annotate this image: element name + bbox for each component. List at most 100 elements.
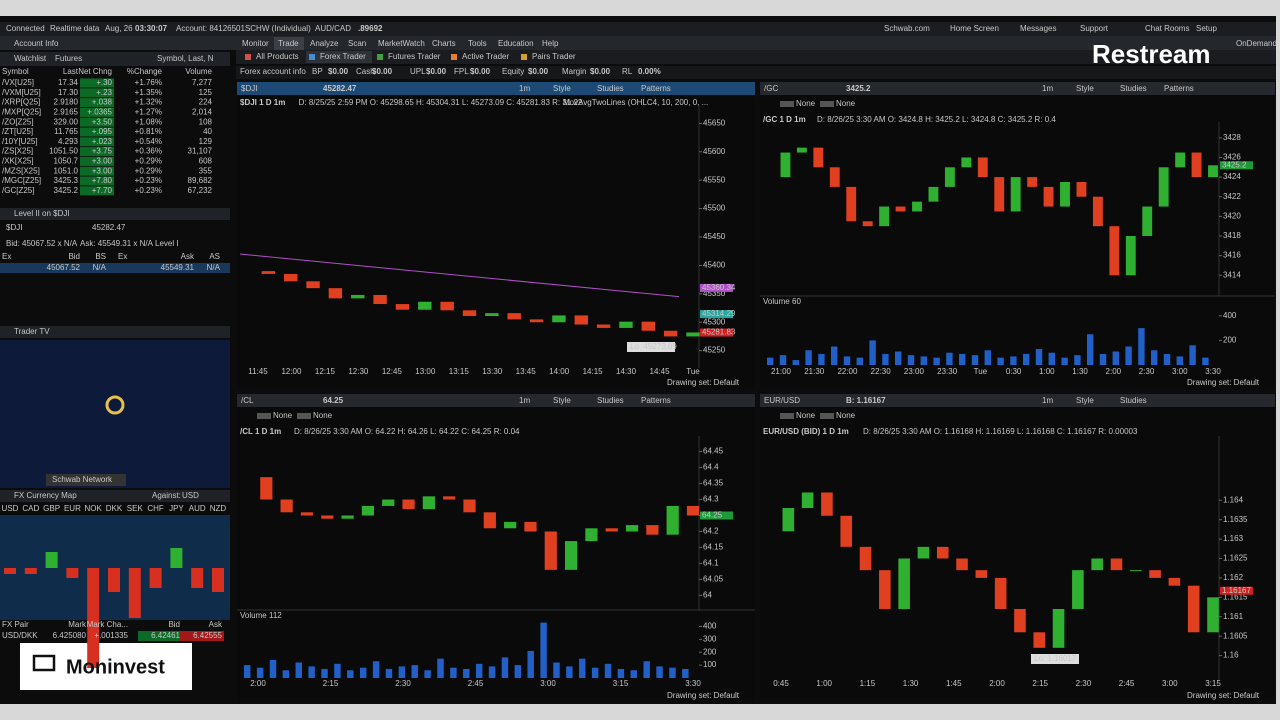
- x-tick-label: 2:15: [1032, 679, 1048, 688]
- x-tick-label: 2:00: [989, 679, 1005, 688]
- price-tag-label: 45314.29: [702, 309, 736, 318]
- volume-bar: [1074, 355, 1081, 365]
- panel-tool[interactable]: Style: [553, 84, 571, 93]
- watchlist-cell: 40: [203, 127, 212, 136]
- column-header: %Change: [127, 67, 163, 76]
- watchlist-cell: +1.32%: [135, 98, 162, 107]
- candle: [977, 157, 988, 178]
- y-tick-label: 1.1625: [1223, 554, 1248, 563]
- watchlist-search[interactable]: Symbol, Last, N: [157, 54, 214, 63]
- column-header: Mark Cha...: [87, 620, 128, 629]
- top-link[interactable]: Chat Rooms: [1145, 24, 1189, 33]
- watchlist-group[interactable]: Futures: [55, 54, 82, 63]
- sub-tab[interactable]: Forex Trader: [320, 52, 366, 61]
- sub-tab[interactable]: All Products: [256, 52, 299, 61]
- candle: [1076, 182, 1087, 197]
- volume-value: 60: [792, 297, 801, 306]
- panel-tool[interactable]: Patterns: [641, 396, 671, 405]
- x-tick-label: 22:00: [837, 367, 858, 376]
- fx-cell: [138, 631, 182, 641]
- x-tick-label: Tue: [686, 367, 700, 376]
- panel-symbol[interactable]: /GC: [764, 84, 778, 93]
- nav-tab[interactable]: Analyze: [310, 39, 339, 48]
- top-link[interactable]: Schwab.com: [884, 24, 930, 33]
- chart-title: /GC 1 D 1m: [763, 115, 806, 124]
- candle: [524, 521, 537, 532]
- sub-tab[interactable]: Active Trader: [462, 52, 509, 61]
- top-link[interactable]: Messages: [1020, 24, 1056, 33]
- volume-bar: [630, 670, 638, 678]
- panel-tool[interactable]: Style: [1076, 396, 1094, 405]
- volume-bar: [656, 666, 663, 678]
- nav-tab[interactable]: Trade: [278, 39, 299, 48]
- field-value: $0.00: [590, 67, 611, 76]
- fx-currency: USD: [2, 504, 19, 513]
- y-tick-label: 1.1635: [1223, 515, 1248, 524]
- panel-symbol[interactable]: $DJI: [241, 84, 257, 93]
- volume-bar: [907, 355, 915, 365]
- nav-tab[interactable]: Monitor: [242, 39, 269, 48]
- volume-bar: [1061, 357, 1068, 365]
- panel-symbol[interactable]: /CL: [241, 396, 254, 405]
- y-tick-label: 1.16: [1223, 651, 1239, 660]
- candle: [1060, 182, 1070, 207]
- x-tick-label: 1:30: [1072, 367, 1088, 376]
- x-tick-label: 21:30: [804, 367, 825, 376]
- panel-tool[interactable]: 1m: [1042, 84, 1053, 93]
- top-link[interactable]: Setup: [1196, 24, 1217, 33]
- panel-tool[interactable]: Patterns: [1164, 84, 1194, 93]
- price-tag-label: 45360.34: [702, 283, 736, 292]
- fx-base[interactable]: USD: [182, 491, 199, 500]
- nav-tab[interactable]: Education: [498, 39, 534, 48]
- nav-tab[interactable]: Scan: [348, 39, 366, 48]
- panel-symbol[interactable]: EUR/USD: [764, 396, 800, 405]
- low-box: [627, 342, 675, 352]
- candle: [780, 152, 791, 178]
- chart-study: MovAvgTwoLines (OHLC4, 10, 200, 0, ...: [563, 98, 708, 107]
- watchlist-cell: +1.76%: [135, 78, 162, 87]
- nav-tab[interactable]: Charts: [432, 39, 456, 48]
- top-link[interactable]: Home Screen: [950, 24, 999, 33]
- panel-tool[interactable]: 1m: [519, 84, 530, 93]
- candle: [879, 206, 890, 227]
- drawing-set: Drawing set: Default: [1187, 378, 1260, 387]
- candle: [328, 288, 343, 299]
- net-change-cell: [80, 137, 114, 147]
- nav-tab[interactable]: MarketWatch: [378, 39, 425, 48]
- panel-tool[interactable]: Style: [553, 396, 571, 405]
- watchlist-cell: +1.08%: [135, 117, 162, 126]
- net-change-cell: [80, 98, 114, 108]
- watchlist-cell: +0.29%: [135, 157, 162, 166]
- panel-tool[interactable]: Studies: [1120, 396, 1147, 405]
- panel-tool[interactable]: 1m: [1042, 396, 1053, 405]
- panel-tool[interactable]: Studies: [597, 84, 624, 93]
- panel-tool[interactable]: 1m: [519, 396, 530, 405]
- y-tick-label: 3428: [1223, 133, 1241, 142]
- panel-tool[interactable]: Style: [1076, 84, 1094, 93]
- candle: [1158, 167, 1169, 207]
- column-header: BS: [95, 252, 106, 261]
- panel-tool[interactable]: Patterns: [641, 84, 671, 93]
- watchlist-cell: /ZT[U25]: [2, 127, 33, 136]
- field-value: 0.00%: [638, 67, 661, 76]
- candle: [1043, 186, 1054, 207]
- candle: [782, 508, 795, 532]
- nav-tab[interactable]: Help: [542, 39, 559, 48]
- sub-tab[interactable]: Futures Trader: [388, 52, 441, 61]
- volume-value: 112: [269, 611, 282, 620]
- nav-tab[interactable]: Tools: [468, 39, 487, 48]
- ondemand[interactable]: OnDemand: [1236, 39, 1277, 48]
- field-label: BP: [312, 67, 323, 76]
- volume-bar: [818, 353, 825, 365]
- volume-bar: [997, 357, 1004, 365]
- x-tick-label: 23:00: [904, 367, 925, 376]
- volume-bar: [411, 665, 418, 678]
- volume-bar: [579, 658, 586, 678]
- top-link[interactable]: Support: [1080, 24, 1109, 33]
- panel-tool[interactable]: Studies: [1120, 84, 1147, 93]
- volume-bar: [682, 668, 689, 678]
- sub-tab[interactable]: Pairs Trader: [532, 52, 576, 61]
- panel-tool[interactable]: Studies: [597, 396, 624, 405]
- column-header: Last: [63, 67, 79, 76]
- y-tick-label: 45350: [703, 289, 726, 298]
